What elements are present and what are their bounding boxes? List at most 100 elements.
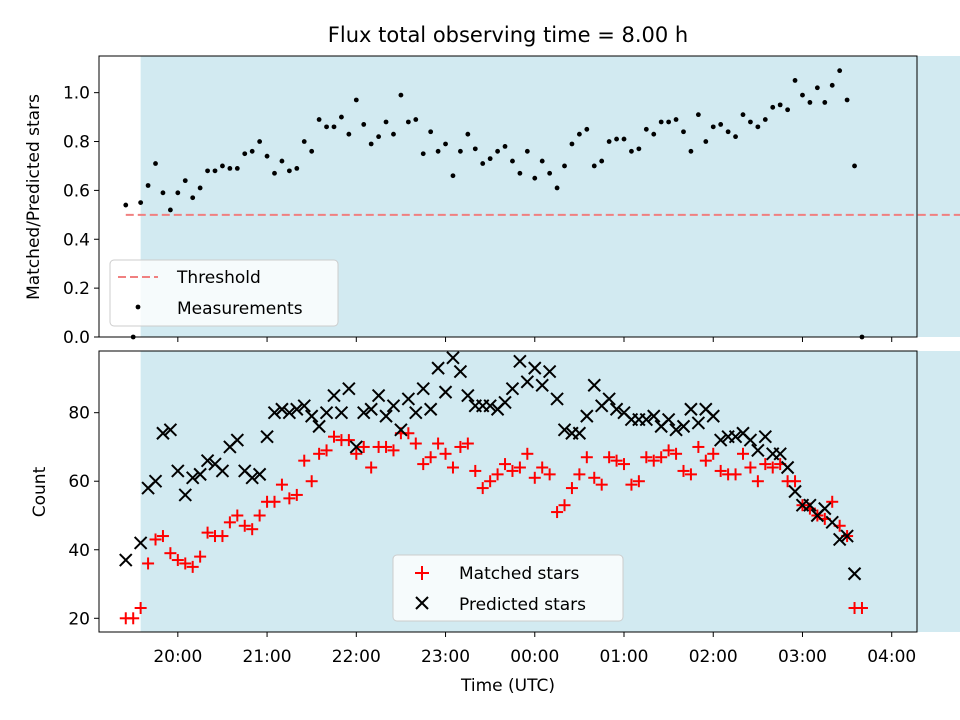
measurement-point [703, 139, 709, 144]
time-axis-label: Time (UTC) [460, 676, 555, 696]
matched-star-point [439, 447, 452, 460]
predicted-star-point [520, 375, 535, 389]
matched-star-point [759, 458, 772, 471]
measurement-point [651, 131, 657, 137]
measurement-point [562, 163, 567, 169]
predicted-star-point [743, 433, 758, 447]
measurement-point [458, 148, 463, 154]
count-y-tick-label: 80 [68, 404, 90, 424]
time-x-tick-label: 23:00 [421, 647, 470, 667]
count-panel: 20 40 60 80 20:00 21:00 22:00 23:00 00:00 01:00 0… [30, 350, 960, 696]
measurement-point [220, 163, 225, 169]
measurement-point [792, 78, 798, 83]
predicted-star-point [357, 405, 371, 420]
predicted-star-point [401, 392, 416, 406]
measurement-point [643, 126, 649, 132]
predicted-star-point [825, 515, 839, 530]
measurement-point [279, 158, 285, 164]
measurement-point [167, 207, 173, 213]
measurement-point [800, 92, 805, 98]
measurement-point [837, 68, 843, 74]
matched-star-point [707, 447, 720, 460]
legend-matched-label: Matched stars [459, 564, 579, 584]
matched-star-point [171, 554, 184, 567]
matched-star-point [670, 447, 683, 460]
matched-star-point [580, 451, 593, 464]
count-y-ticks: 20 40 60 80 [68, 404, 99, 629]
chart-title: Flux total observing time = 8.00 h [328, 23, 688, 47]
matched-star-point [134, 602, 147, 615]
measurement-point [391, 131, 396, 137]
matched-star-point [766, 461, 779, 474]
measurement-point [413, 117, 419, 122]
matched-star-point [387, 444, 400, 457]
predicted-star-point [349, 440, 364, 454]
time-x-tick-label: 02:00 [689, 647, 738, 667]
measurement-point [309, 148, 315, 154]
matched-star-point [595, 478, 608, 491]
predicted-star-point [319, 405, 334, 420]
measurement-point [331, 124, 337, 130]
matched-star-point [655, 451, 668, 464]
ratio-y-ticks: 0.0 0.2 0.4 0.6 0.8 1.0 [63, 84, 99, 348]
measurement-point [405, 119, 411, 125]
matched-star-point [647, 454, 660, 467]
measurement-point [629, 148, 634, 154]
ratio-y-tick-label: 0.2 [63, 279, 90, 299]
time-x-tick-label: 03:00 [778, 647, 827, 667]
measurement-point [814, 85, 820, 91]
count-y-tick-label: 60 [68, 472, 90, 492]
predicted-star-point [364, 402, 378, 416]
measurement-point [554, 185, 560, 191]
matched-star-point [194, 550, 207, 563]
predicted-star-point [185, 471, 200, 485]
predicted-star-point [133, 536, 148, 550]
matched-star-point [268, 495, 281, 508]
matched-star-point [491, 468, 504, 481]
predicted-star-point [818, 501, 832, 516]
ratio-y-tick-label: 1.0 [63, 84, 90, 104]
measurement-point [257, 139, 263, 144]
matched-star-point [536, 461, 549, 474]
measurement-point [368, 141, 374, 147]
measurement-point [547, 170, 553, 176]
predicted-star-point [513, 354, 527, 368]
predicted-star-point [371, 388, 386, 403]
matched-star-point [246, 523, 259, 536]
predicted-star-point [803, 498, 817, 512]
matched-star-point [305, 475, 318, 488]
matched-star-point [744, 461, 757, 474]
measurement-point [480, 161, 486, 166]
matched-star-point [692, 440, 705, 453]
predicted-star-point [230, 433, 245, 447]
measurement-point [145, 183, 151, 188]
predicted-star-point [342, 381, 356, 396]
measurement-point [443, 141, 448, 147]
measurement-point [517, 170, 523, 176]
measurement-point [175, 190, 181, 196]
time-x-tick-label: 04:00 [867, 647, 916, 667]
predicted-star-point [505, 381, 520, 396]
measurement-point [264, 153, 270, 159]
measurement-point [487, 156, 493, 162]
measurement-point [160, 190, 166, 196]
measurement-point [822, 100, 828, 105]
legend-matched-swatch [415, 566, 429, 580]
matched-star-point [677, 464, 690, 477]
measurement-point [420, 151, 426, 157]
predicted-star-point [304, 409, 319, 423]
time-x-tick-label: 20:00 [153, 647, 202, 667]
predicted-star-point [200, 453, 215, 468]
measurement-point [539, 158, 545, 164]
legend-predicted-swatch [415, 596, 429, 610]
predicted-star-point [386, 399, 401, 413]
matched-star-point [751, 475, 764, 488]
ratio-y-tick-label: 0.0 [63, 328, 90, 348]
predicted-star-point [148, 474, 163, 488]
measurement-point [286, 168, 292, 174]
measurement-point [658, 119, 664, 125]
matched-star-point [424, 451, 437, 464]
predicted-star-point [542, 364, 557, 379]
predicted-star-point [282, 405, 297, 420]
predicted-star-point [669, 423, 683, 437]
